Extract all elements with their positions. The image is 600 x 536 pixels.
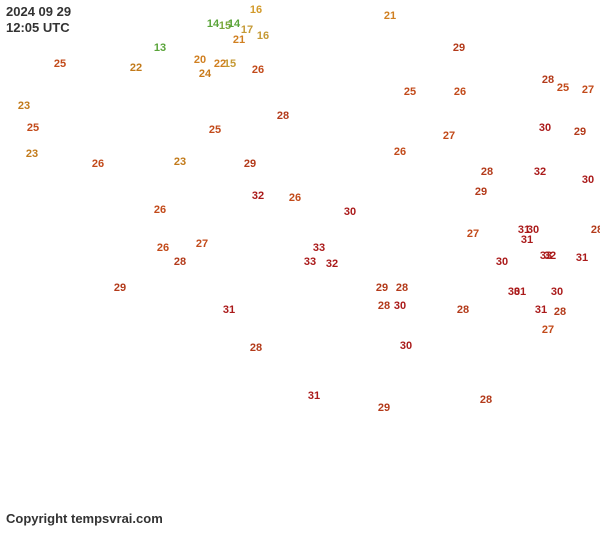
data-point: 30 <box>400 340 412 352</box>
data-point: 30 <box>539 122 551 134</box>
data-point: 28 <box>542 74 554 86</box>
data-point: 30 <box>582 174 594 186</box>
copyright-footer: Copyright tempsvrai.com <box>6 511 163 526</box>
data-point: 25 <box>404 86 416 98</box>
data-point: 28 <box>554 306 566 318</box>
data-point: 26 <box>394 146 406 158</box>
data-point: 21 <box>384 10 396 22</box>
data-point: 28 <box>457 304 469 316</box>
data-point: 32 <box>326 258 338 270</box>
data-point: 30 <box>496 256 508 268</box>
data-point: 31 <box>576 252 588 264</box>
data-point: 29 <box>376 282 388 294</box>
data-point: 32 <box>544 250 556 262</box>
data-point: 26 <box>157 242 169 254</box>
date-line: 2024 09 29 <box>6 4 71 20</box>
data-point: 25 <box>27 122 39 134</box>
data-point: 16 <box>250 4 262 16</box>
data-point: 28 <box>480 394 492 406</box>
data-point: 25 <box>557 82 569 94</box>
data-point: 28 <box>591 224 600 236</box>
data-point: 31 <box>223 304 235 316</box>
data-point: 28 <box>250 342 262 354</box>
data-point: 25 <box>209 124 221 136</box>
data-point: 33 <box>304 256 316 268</box>
data-point: 33 <box>313 242 325 254</box>
data-point: 14 <box>207 18 219 30</box>
data-point: 31 <box>308 390 320 402</box>
data-point: 26 <box>92 158 104 170</box>
data-point: 32 <box>252 190 264 202</box>
data-point: 27 <box>467 228 479 240</box>
data-point: 28 <box>481 166 493 178</box>
data-point: 31 <box>514 286 526 298</box>
data-point: 28 <box>396 282 408 294</box>
data-point: 28 <box>378 300 390 312</box>
data-point: 23 <box>26 148 38 160</box>
data-point: 26 <box>454 86 466 98</box>
data-point: 15 <box>224 58 236 70</box>
data-point: 30 <box>551 286 563 298</box>
data-point: 31 <box>535 304 547 316</box>
data-point: 26 <box>289 192 301 204</box>
data-point: 28 <box>174 256 186 268</box>
data-point: 29 <box>378 402 390 414</box>
data-point: 21 <box>233 34 245 46</box>
data-point: 27 <box>443 130 455 142</box>
data-point: 22 <box>130 62 142 74</box>
data-point: 14 <box>228 18 240 30</box>
data-point: 29 <box>475 186 487 198</box>
data-point: 26 <box>252 64 264 76</box>
data-point: 13 <box>154 42 166 54</box>
timestamp-header: 2024 09 29 12:05 UTC <box>6 4 71 35</box>
time-line: 12:05 UTC <box>6 20 71 36</box>
data-point: 27 <box>542 324 554 336</box>
data-point: 29 <box>114 282 126 294</box>
data-point: 23 <box>18 100 30 112</box>
data-point: 24 <box>199 68 211 80</box>
data-point: 29 <box>574 126 586 138</box>
data-point: 16 <box>257 30 269 42</box>
data-point: 30 <box>394 300 406 312</box>
data-point: 20 <box>194 54 206 66</box>
data-point: 32 <box>534 166 546 178</box>
data-point: 27 <box>196 238 208 250</box>
data-point: 30 <box>344 206 356 218</box>
data-point: 26 <box>154 204 166 216</box>
data-point: 25 <box>54 58 66 70</box>
data-point: 30 <box>527 224 539 236</box>
data-point: 29 <box>453 42 465 54</box>
data-point: 29 <box>244 158 256 170</box>
data-point: 23 <box>174 156 186 168</box>
data-point: 28 <box>277 110 289 122</box>
data-point: 27 <box>582 84 594 96</box>
